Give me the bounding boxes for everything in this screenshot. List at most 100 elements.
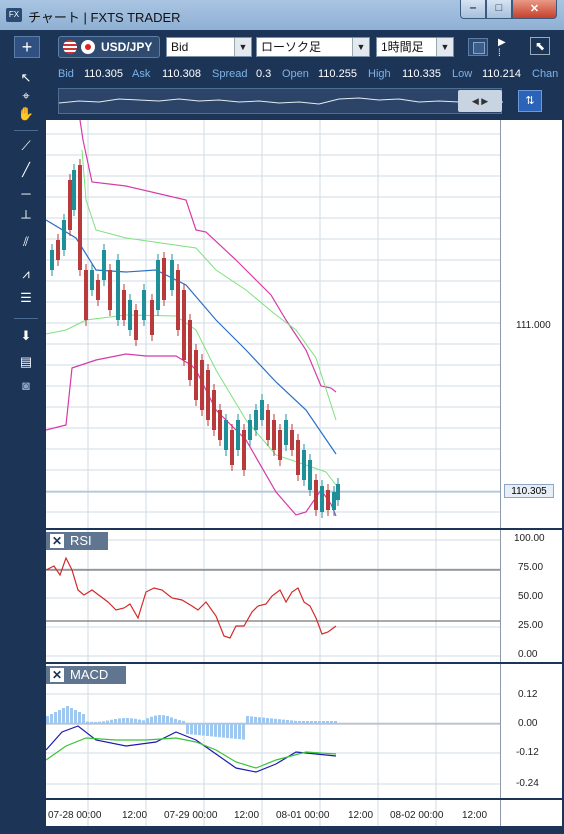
ruler-icon[interactable]: ⟋ (21, 138, 31, 153)
chart-type-select[interactable]: ローソク足 ▼ (256, 37, 370, 57)
chart-type-value: ローソク足 (261, 40, 322, 54)
macd-histogram-bar (254, 716, 257, 724)
macd-histogram-bar (274, 718, 277, 724)
macd-histogram-bar (170, 717, 173, 724)
macd-histogram-bar (158, 715, 161, 724)
quote-label: Spread (212, 68, 248, 80)
macd-histogram-bar (194, 724, 197, 735)
title-bar[interactable]: FX チャート | FXTS TRADER ‒ □ ✕ (0, 0, 564, 30)
candle (194, 350, 198, 400)
chart-plot-area[interactable] (45, 119, 500, 826)
channel-icon[interactable]: ⫽ (23, 234, 29, 249)
rsi-tick: 0.00 (518, 649, 538, 660)
price-type-select[interactable]: Bid ▼ (166, 37, 252, 57)
time-tick: 08-02 00:00 (390, 810, 444, 821)
macd-histogram-bar (114, 719, 117, 724)
detach-icon[interactable]: ⬉ (530, 37, 550, 55)
candle (242, 430, 246, 470)
price-axis (499, 120, 562, 826)
close-icon[interactable]: ✕ (50, 533, 64, 548)
hand-icon[interactable]: ✋ (17, 106, 35, 121)
quote-value: 110.214 (482, 68, 521, 80)
macd-histogram-bar (242, 724, 245, 740)
fib-icon[interactable]: ☰ (20, 290, 32, 305)
candle (236, 420, 240, 450)
currency-pair-selector[interactable]: USD/JPY (58, 36, 160, 58)
macd-histogram-bar (310, 721, 313, 724)
macd-panel-tab[interactable]: ✕ MACD (46, 666, 126, 684)
macd-tick: -0.12 (516, 747, 539, 758)
list-icon[interactable]: ▤ (19, 354, 33, 369)
hline-icon[interactable]: ─ (21, 186, 31, 201)
rsi-line (45, 556, 337, 639)
candle (78, 165, 82, 270)
price-type-value: Bid (171, 40, 189, 54)
candle (314, 480, 318, 510)
maximize-icon: □ (495, 2, 503, 14)
chevron-down-icon: ▼ (436, 38, 453, 56)
overview-sparkline (58, 97, 504, 105)
macd-histogram-bar (94, 721, 97, 724)
candle (260, 400, 264, 420)
candle (128, 300, 132, 330)
candle (150, 300, 154, 335)
panel-divider[interactable] (46, 662, 562, 664)
candle (170, 260, 174, 290)
sync-icon[interactable]: ⇅ (518, 90, 542, 112)
fan-icon[interactable]: ⩘ (22, 266, 30, 281)
candle (272, 420, 276, 450)
candle (90, 270, 94, 290)
panel-divider[interactable] (46, 528, 562, 530)
macd-histogram-bar (250, 716, 253, 724)
add-chart-button[interactable]: + (14, 36, 40, 58)
macd-histogram-bar (258, 717, 261, 724)
candle (68, 180, 72, 230)
trendline-icon[interactable]: ╱ (22, 162, 30, 177)
close-button[interactable]: ✕ (512, 0, 557, 19)
macd-histogram-bar (290, 720, 293, 724)
candle (212, 390, 216, 430)
quote-bar: Bid 110.305 Ask 110.308 Spread 0.3 Open … (0, 62, 564, 86)
cursor-icon[interactable]: ↖ (20, 70, 32, 85)
candle (188, 320, 192, 380)
vline-icon[interactable]: ┴ (21, 210, 31, 225)
window-mode-button[interactable] (468, 38, 488, 56)
macd-histogram-bar (214, 724, 217, 737)
macd-histogram-bar (330, 721, 333, 724)
candle (302, 450, 306, 480)
macd-histogram-bar (150, 716, 153, 724)
download-icon[interactable]: ⬇ (20, 328, 32, 343)
candle (84, 270, 88, 320)
rsi-title: RSI (70, 533, 92, 548)
macd-histogram-bar (278, 719, 281, 724)
quote-label: Low (452, 68, 473, 80)
quote-label: High (368, 68, 391, 80)
candle (224, 420, 228, 450)
rsi-tick: 100.00 (514, 533, 545, 544)
rsi-panel-tab[interactable]: ✕ RSI (46, 532, 108, 550)
macd-histogram-bar (294, 720, 297, 724)
macd-histogram-bar (322, 721, 325, 724)
candle (284, 420, 288, 445)
macd-signal-line (45, 737, 337, 769)
time-axis-divider (46, 798, 562, 800)
bollinger-upper (79, 119, 337, 393)
camera-icon[interactable]: ◙ (22, 378, 30, 393)
maximize-button[interactable]: □ (486, 0, 512, 19)
next-icon[interactable]: ▶ ⁞ (498, 37, 506, 59)
overview-navigator[interactable] (58, 88, 504, 114)
minimize-button[interactable]: ‒ (460, 0, 486, 19)
macd-title: MACD (70, 667, 109, 682)
candle (108, 270, 112, 310)
macd-histogram-bar (54, 712, 57, 724)
chart-canvas (45, 119, 500, 826)
macd-histogram-bar (74, 710, 77, 724)
crosshair-icon[interactable]: ⌖ (22, 88, 30, 103)
macd-histogram-bar (110, 719, 113, 724)
macd-histogram-bar (182, 720, 185, 724)
close-icon[interactable]: ✕ (50, 667, 64, 682)
window-bottom-border (0, 826, 564, 834)
navigator-scroll-control[interactable]: ◀ ▶ (458, 90, 502, 112)
timeframe-select[interactable]: 1時間足 ▼ (376, 37, 454, 57)
